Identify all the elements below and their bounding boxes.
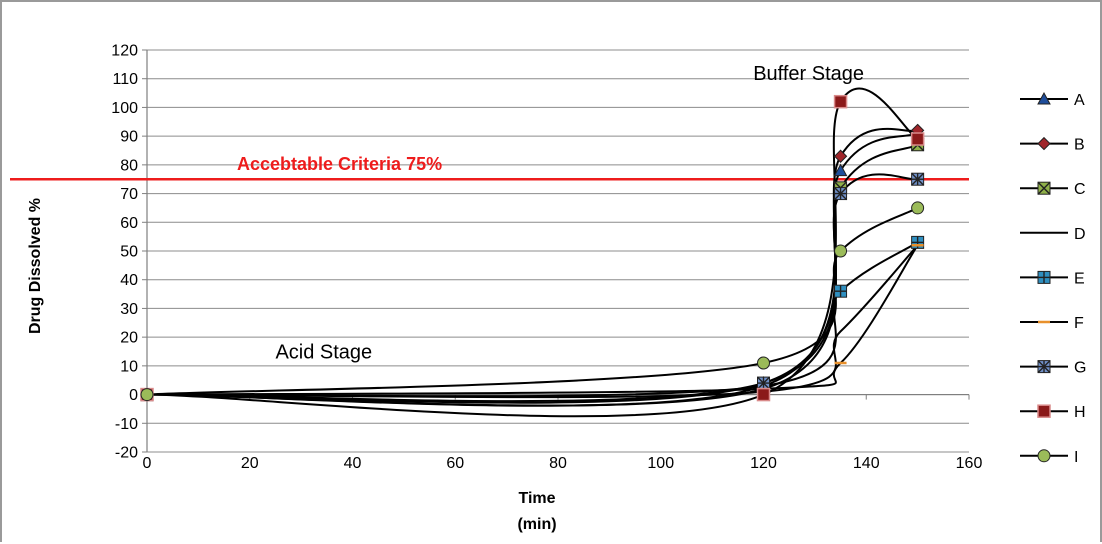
legend-label: G [1074,360,1086,377]
y-tick-label: 100 [111,100,138,117]
y-tick-label: 30 [120,301,138,318]
x-tick-label: 140 [853,455,880,472]
legend-entry-b: B [1020,137,1085,154]
legend-label: E [1074,270,1085,287]
annotation-buffer-stage: Buffer Stage [753,63,864,85]
x-tick-label: 40 [344,455,362,472]
legend-marker [1037,136,1051,151]
legend-entry-i: I [1020,449,1078,466]
y-tick-label: 70 [120,186,138,203]
data-point [757,376,770,390]
legend-entry-f: F [1020,315,1084,332]
y-tick-label: 90 [120,129,138,146]
series-line-f [146,244,919,396]
legend-label: C [1074,181,1086,198]
legend-label: F [1074,315,1084,332]
series-markers-i [140,201,925,402]
series-line-d [146,244,919,399]
legend-entry-h: H [1020,404,1086,421]
data-point [833,149,848,163]
legend-marker [1037,181,1051,195]
x-tick-label: 160 [956,455,983,472]
data-point [911,172,925,186]
y-tick-label: 40 [120,272,138,289]
x-tick-label: 20 [241,455,259,472]
y-tick-label: 80 [120,157,138,174]
marker-stroke [1037,181,1051,195]
series-line-a [146,132,919,404]
series-line-i [146,207,919,396]
series-line-h [146,87,919,418]
legend-marker [1037,360,1051,374]
series-line-g [146,173,918,403]
legend-entry-c: C [1020,181,1086,198]
y-tick-label: 120 [111,43,138,60]
data-point [833,163,848,177]
series-markers-h [140,94,925,402]
y-tick-label: 60 [120,215,138,232]
y-tick-label: 110 [112,71,138,88]
legend-label: D [1074,226,1086,243]
data-point [756,387,771,402]
legend-marker [1037,404,1051,418]
y-tick-label: -10 [115,416,138,433]
annotation-acid-stage: Acid Stage [275,342,372,364]
data-point [757,356,770,370]
x-tick-label: 120 [750,455,777,472]
legend-entry-a: A [1020,91,1085,109]
y-tick-label: 10 [120,358,138,375]
reference-line-label: Accebtable Criteria 75% [237,154,442,174]
y-tick-label: 50 [120,244,138,261]
x-tick-label: 60 [446,455,464,472]
legend-label: A [1074,92,1085,109]
y-tick-label: 0 [129,387,138,404]
legend-marker [1037,270,1051,284]
legend-entry-d: D [1020,226,1086,243]
data-point [833,94,848,109]
data-point [911,201,925,215]
y-axis-title: Drug Dissolved % [27,198,44,334]
data-point [911,235,925,249]
legend-label: B [1074,137,1085,154]
legend-label: I [1074,449,1078,466]
legend-label: H [1074,404,1086,421]
x-tick-label: 0 [143,455,152,472]
legend-marker [1037,91,1051,105]
data-point [834,284,848,298]
y-tick-label: 20 [120,330,138,347]
data-point [834,187,848,201]
x-tick-label: 100 [647,455,674,472]
data-point [834,244,848,258]
legend-entry-e: E [1020,270,1085,287]
series-line-e [146,241,919,398]
legend-marker [1037,449,1051,463]
legend-entry-g: G [1020,360,1086,377]
x-axis-title-unit: (min) [517,516,556,533]
x-tick-label: 80 [549,455,567,472]
y-tick-label: -20 [115,445,138,462]
series-markers-f [141,244,924,396]
data-point [140,388,154,402]
x-axis-title: Time [518,490,555,507]
data-point [910,132,925,146]
